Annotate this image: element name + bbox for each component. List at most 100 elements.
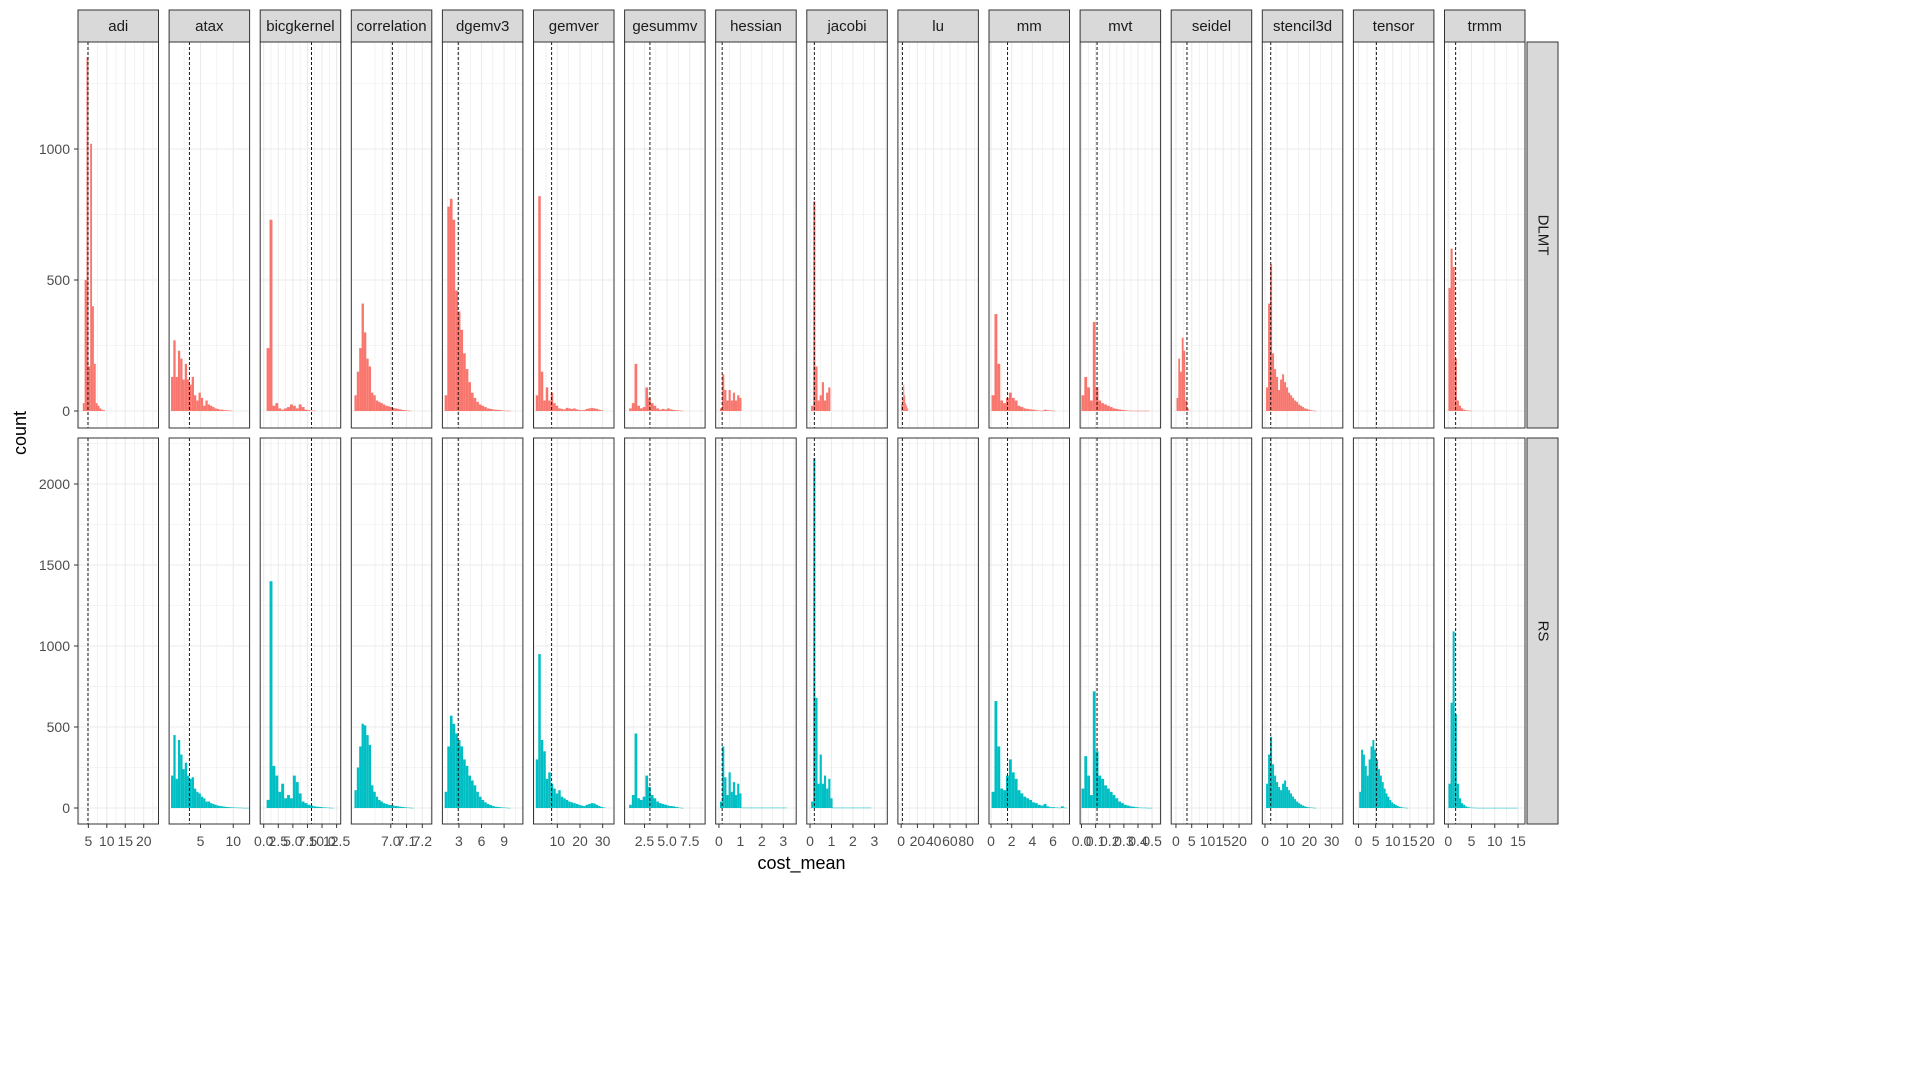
histogram-bar [1132,806,1136,808]
histogram-bar [650,795,654,808]
histogram-bar [1101,778,1105,808]
histogram-bar [287,795,290,808]
histogram-bar [1176,397,1179,411]
facet-column-mvt: mvt 0.00.10.20.30.40.5 [1072,9,1162,849]
histogram-bar [212,803,215,808]
panel-background [1353,42,1434,428]
histogram-bars [266,581,334,809]
histogram-bar [904,395,906,411]
histogram-bar [354,790,357,808]
histogram-bar [1032,409,1035,411]
x-tick-label: 2.5 [635,833,655,849]
histogram-bar [1387,796,1390,808]
facet-column-trmm: trmm 0 5 10 15 [1444,9,1526,849]
histogram-bar [1272,353,1275,411]
x-tick-label: 5 [197,833,205,849]
histogram-bar [449,198,453,411]
histogram-bar [1274,369,1277,411]
facet-strip-label-trmm: trmm [1468,18,1502,35]
histogram-bar [538,654,541,808]
histogram-bar [1121,409,1124,411]
histogram-bar [901,404,903,411]
panel-border [168,41,251,429]
panel-bicgkernel-DLMT [259,41,342,429]
panel-lu-RS [897,437,979,825]
histogram-bar [1052,807,1056,808]
histogram-bar [570,408,574,411]
histogram-bar [171,775,174,808]
histogram-bar [494,806,498,808]
histogram-bar [811,405,814,411]
panel-gesummv-RS [624,437,706,825]
x-tick-label: 10 [1487,833,1503,849]
panel-hessian-RS [715,437,797,825]
histogram-bar [175,778,178,808]
x-tick-label: 0.0 [254,833,274,849]
panel-bicgkernel-RS [259,437,342,825]
histogram-bar [221,409,224,411]
histogram-bar [382,803,386,808]
histogram-bar [387,804,390,808]
histogram-bar [1029,409,1033,411]
histogram-bar [832,807,835,809]
histogram-bar [180,358,183,411]
facet-column-seidel: seidel 0 5 10 15 20 [1170,9,1253,849]
histogram-bar [578,804,581,808]
facet-strip-label-stencil3d: stencil3d [1273,18,1332,35]
panel-border [441,41,524,429]
histogram-bar [1046,410,1050,411]
facet-strip-label-mm: mm [1017,18,1042,35]
histogram-bars [354,723,414,809]
histogram-bar [750,807,753,809]
x-tick-label: 2 [849,833,857,849]
histogram-bar [196,400,199,411]
facet-column-atax: atax 5 10 [168,9,251,849]
x-tick-label: 20 [572,833,588,849]
histogram-bar [603,807,606,809]
histogram-bar [207,801,211,808]
histogram-bar [997,746,1001,808]
histogram-bar [330,807,334,809]
histogram-bar [1389,799,1392,808]
x-tick-label: 10 [550,833,566,849]
histogram-bar [1488,807,1491,809]
histogram-bar [228,410,231,411]
histogram-bar [565,799,569,808]
histogram-bar [836,807,839,809]
histogram-bar [371,392,374,411]
histogram-bar [465,369,469,411]
x-tick-label: 20 [136,833,152,849]
histogram-bar [543,400,546,411]
panel-background [1080,42,1161,428]
panel-tensor-RS [1352,437,1435,825]
histogram-bar [631,795,635,808]
histogram-bar [906,405,908,411]
histogram-bar [653,798,657,808]
facet-strip-label-atax: atax [195,18,224,35]
histogram-bar [815,697,818,808]
panel-border [1079,41,1162,429]
histogram-bar [573,803,576,808]
panel-border [1261,41,1344,429]
facet-strip-label-correlation: correlation [357,18,427,35]
histogram-bar [1456,400,1459,411]
histogram-bar [1361,749,1363,808]
histogram-bar [1278,786,1281,808]
histogram-bar [394,408,398,411]
histogram-bar [656,801,659,808]
panel-border [1352,41,1435,429]
x-tick-label: 1 [736,833,744,849]
x-tick-label: 20 [1419,833,1435,849]
histogram-bar [505,807,508,809]
histogram-bar [645,387,649,411]
panel-dgemv3-DLMT [441,41,524,429]
histogram-bar [1084,376,1088,411]
histogram-bar [1276,782,1279,808]
histogram-bar [600,807,604,808]
histogram-bar [639,799,643,808]
histogram-bar [187,775,190,808]
histogram-bar [275,775,279,808]
histogram-bar [1055,807,1059,809]
histogram-bar [771,807,774,809]
panel-background [169,438,250,824]
